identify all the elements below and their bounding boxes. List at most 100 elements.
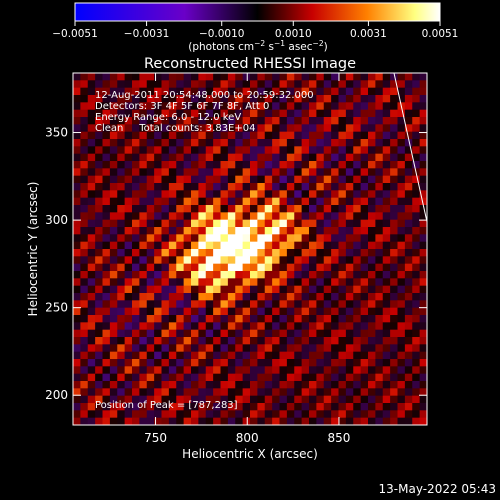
heatmap-cell <box>331 161 339 169</box>
heatmap-cell <box>213 95 221 103</box>
heatmap-cell <box>250 263 258 272</box>
heatmap-cell <box>309 227 317 235</box>
heatmap-cell <box>338 278 347 287</box>
heatmap-cell <box>323 395 332 404</box>
heatmap-cell <box>250 271 258 279</box>
heatmap-cell <box>95 403 103 411</box>
heatmap-cell <box>375 249 384 257</box>
heatmap-cell <box>205 139 214 147</box>
heatmap-cell <box>235 205 244 213</box>
heatmap-cell <box>80 219 89 228</box>
heatmap-cell <box>345 80 354 89</box>
heatmap-cell <box>168 161 177 169</box>
heatmap-cell <box>382 300 391 309</box>
heatmap-cell <box>412 271 421 279</box>
heatmap-cell <box>353 175 362 184</box>
heatmap-cell <box>272 263 280 272</box>
heatmap-cell <box>382 256 391 265</box>
heatmap-cell <box>353 307 362 316</box>
heatmap-cell <box>205 271 214 279</box>
heatmap-cell <box>382 395 391 404</box>
heatmap-cell <box>419 285 427 294</box>
heatmap-cell <box>301 388 310 397</box>
heatmap-cell <box>109 73 118 81</box>
heatmap-cell <box>257 278 266 287</box>
heatmap-cell <box>286 87 295 96</box>
heatmap-cell <box>390 124 398 133</box>
heatmap-cell <box>102 395 111 404</box>
heatmap-cell <box>397 263 406 272</box>
heatmap-cell <box>227 366 236 375</box>
heatmap-cell <box>382 168 391 177</box>
heatmap-cell <box>368 337 376 345</box>
heatmap-cell <box>345 197 354 206</box>
heatmap-cell <box>95 322 103 331</box>
heatmap-cell <box>132 337 140 345</box>
heatmap-cell <box>146 219 155 228</box>
heatmap-cell <box>220 373 229 382</box>
heatmap-cell <box>316 131 325 140</box>
heatmap-cell <box>286 395 295 404</box>
heatmap-cell <box>154 344 162 353</box>
heatmap-cell <box>353 234 362 243</box>
heatmap-cell <box>146 373 155 382</box>
heatmap-cell <box>242 124 251 133</box>
heatmap-cell <box>375 197 384 206</box>
heatmap-cell <box>257 366 266 375</box>
heatmap-cell <box>132 197 140 206</box>
heatmap-cell <box>80 285 89 294</box>
heatmap-cell <box>360 337 369 345</box>
heatmap-cell <box>353 241 362 250</box>
heatmap-cell <box>412 124 421 133</box>
heatmap-cell <box>323 190 332 199</box>
heatmap-cell <box>73 249 81 257</box>
heatmap-cell <box>176 285 185 294</box>
heatmap-cell <box>257 241 266 250</box>
heatmap-cell <box>257 263 266 272</box>
heatmap-cell <box>264 410 273 419</box>
heatmap-cell <box>191 117 199 125</box>
heatmap-cell <box>109 131 118 140</box>
heatmap-cell <box>382 212 391 221</box>
heatmap-cell <box>397 197 406 206</box>
heatmap-cell <box>360 329 369 338</box>
heatmap-cell <box>390 102 398 111</box>
heatmap-cell <box>176 278 185 287</box>
heatmap-cell <box>117 234 126 243</box>
heatmap-cell <box>227 373 236 382</box>
heatmap-cell <box>264 366 273 375</box>
heatmap-cell <box>375 256 384 265</box>
heatmap-cell <box>294 359 303 367</box>
heatmap-cell <box>382 109 391 118</box>
heatmap-cell <box>257 285 266 294</box>
heatmap-cell <box>301 124 310 133</box>
heatmap-cell <box>360 124 369 133</box>
heatmap-cell <box>301 197 310 206</box>
heatmap-cell <box>294 329 303 338</box>
heatmap-cell <box>109 322 118 331</box>
heatmap-cell <box>146 197 155 206</box>
heatmap-cell <box>309 285 317 294</box>
heatmap-cell <box>213 153 221 162</box>
heatmap-cell <box>390 337 398 345</box>
heatmap-cell <box>146 146 155 155</box>
heatmap-cell <box>301 256 310 265</box>
heatmap-cell <box>301 80 310 89</box>
heatmap-cell <box>198 234 207 243</box>
heatmap-cell <box>227 388 236 397</box>
heatmap-cell <box>87 161 96 169</box>
heatmap-cell <box>375 307 384 316</box>
heatmap-cell <box>80 117 89 125</box>
heatmap-cell <box>360 139 369 147</box>
heatmap-cell <box>109 219 118 228</box>
heatmap-cell <box>279 329 288 338</box>
heatmap-cell <box>220 417 229 425</box>
heatmap-cell <box>272 285 280 294</box>
heatmap-cell <box>375 124 384 133</box>
heatmap-cell <box>412 351 421 360</box>
heatmap-cell <box>176 109 185 118</box>
heatmap-cell <box>338 109 347 118</box>
heatmap-cell <box>412 395 421 404</box>
heatmap-cell <box>161 139 170 147</box>
heatmap-cell <box>353 80 362 89</box>
